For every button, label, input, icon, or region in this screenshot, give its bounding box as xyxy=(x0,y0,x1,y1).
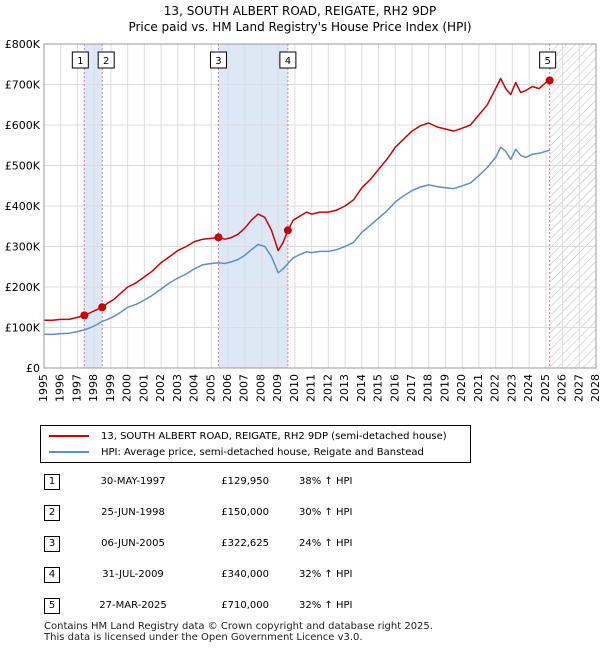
x-tick-label: 1995 xyxy=(37,374,50,402)
sale-point xyxy=(98,303,107,312)
x-tick-label: 2016 xyxy=(388,374,401,402)
transaction-number: 5 xyxy=(44,598,60,614)
transaction-date: 27-MAR-2025 xyxy=(99,600,167,611)
legend-label-hpi: HPI: Average price, semi-detached house,… xyxy=(101,446,424,458)
x-tick-label: 1997 xyxy=(70,374,83,402)
table-row: 2 25-JUN-1998 £150,000 30% ↑ HPI xyxy=(44,505,404,523)
x-tick-label: 2019 xyxy=(438,374,451,402)
transaction-date: 25-JUN-1998 xyxy=(101,507,165,518)
transaction-hpi-change: 30% ↑ HPI xyxy=(299,507,353,518)
x-tick-label: 2000 xyxy=(121,374,134,402)
transaction-number: 4 xyxy=(44,567,60,583)
x-tick-label: 2005 xyxy=(204,374,217,402)
footer-license: This data is licensed under the Open Gov… xyxy=(44,632,363,643)
x-tick-label: 2021 xyxy=(472,374,485,402)
table-row: 3 06-JUN-2005 £322,625 24% ↑ HPI xyxy=(44,536,404,554)
sale-point xyxy=(214,233,223,242)
sale-point xyxy=(283,226,292,235)
x-tick-label: 2003 xyxy=(171,374,184,402)
x-tick-label: 1999 xyxy=(104,374,117,402)
x-tick-label: 2009 xyxy=(271,374,284,402)
transaction-date: 31-JUL-2009 xyxy=(102,569,164,580)
x-tick-label: 2025 xyxy=(539,374,552,402)
transaction-date: 06-JUN-2005 xyxy=(101,538,165,549)
y-tick-label: £0 xyxy=(26,362,40,375)
y-tick-label: £200K xyxy=(5,281,41,294)
x-tick-label: 2015 xyxy=(372,374,385,402)
x-tick-label: 1996 xyxy=(54,374,67,402)
transaction-label: 4 xyxy=(285,56,291,67)
transaction-price: £340,000 xyxy=(221,569,269,580)
legend-item-hpi: HPI: Average price, semi-detached house,… xyxy=(49,445,424,459)
transaction-label: 5 xyxy=(544,56,550,67)
x-tick-label: 2018 xyxy=(422,374,435,402)
table-row: 1 30-MAY-1997 £129,950 38% ↑ HPI xyxy=(44,474,404,492)
x-tick-label: 2024 xyxy=(522,374,535,402)
y-tick-label: £700K xyxy=(5,79,41,92)
chart-title: 13, SOUTH ALBERT ROAD, REIGATE, RH2 9DP xyxy=(163,4,437,18)
x-tick-label: 2001 xyxy=(137,374,150,402)
footer-copyright: Contains HM Land Registry data © Crown c… xyxy=(44,621,433,632)
transaction-date: 30-MAY-1997 xyxy=(100,476,166,487)
x-tick-label: 2006 xyxy=(221,374,234,402)
hpi-line xyxy=(44,146,551,336)
x-tick-label: 2014 xyxy=(355,374,368,402)
transaction-hpi-change: 38% ↑ HPI xyxy=(299,476,353,487)
transaction-price: £322,625 xyxy=(221,538,269,549)
legend-swatch-property xyxy=(49,435,89,437)
transaction-number: 2 xyxy=(44,505,60,521)
y-tick-label: £800K xyxy=(5,38,41,51)
x-tick-label: 2026 xyxy=(556,374,569,402)
x-tick-label: 2027 xyxy=(572,374,585,402)
y-tick-label: £400K xyxy=(5,200,41,213)
transaction-hpi-change: 24% ↑ HPI xyxy=(299,538,353,549)
x-tick-label: 2013 xyxy=(338,374,351,402)
x-tick-label: 2023 xyxy=(505,374,518,402)
footer-attribution: Contains HM Land Registry data © Crown c… xyxy=(44,621,433,643)
transaction-label-box xyxy=(97,51,115,69)
y-tick-label: £100K xyxy=(5,322,41,335)
transaction-label-box xyxy=(209,51,227,69)
x-tick-label: 2028 xyxy=(589,374,600,402)
legend-label-property: 13, SOUTH ALBERT ROAD, REIGATE, RH2 9DP … xyxy=(101,430,447,442)
y-tick-label: £300K xyxy=(5,241,41,254)
plot-frame xyxy=(43,43,597,369)
x-tick-label: 2011 xyxy=(305,374,318,402)
price-chart: 1 2 3 4 5 £0 £100K £200K £300K £400K £500K £600K £70… xyxy=(5,38,600,402)
x-tick-label: 2022 xyxy=(489,374,502,402)
chart-legend: 13, SOUTH ALBERT ROAD, REIGATE, RH2 9DP … xyxy=(40,425,471,463)
table-row: 4 31-JUL-2009 £340,000 32% ↑ HPI xyxy=(44,567,404,585)
transaction-label-box xyxy=(279,51,297,69)
transaction-hpi-change: 32% ↑ HPI xyxy=(299,569,353,580)
x-tick-label: 2017 xyxy=(405,374,418,402)
y-tick-label: £500K xyxy=(5,160,41,173)
x-tick-label: 2007 xyxy=(238,374,251,402)
x-tick-label: 1998 xyxy=(87,374,100,402)
x-tick-label: 2012 xyxy=(321,374,334,402)
transaction-number: 3 xyxy=(44,536,60,552)
x-tick-label: 2008 xyxy=(254,374,267,402)
transaction-price: £129,950 xyxy=(221,476,269,487)
x-tick-label: 2020 xyxy=(455,374,468,402)
property-price-line xyxy=(44,77,551,321)
transaction-label: 2 xyxy=(103,56,109,67)
x-tick-label: 2002 xyxy=(154,374,167,402)
transaction-hpi-change: 32% ↑ HPI xyxy=(299,600,353,611)
x-tick-label: 2010 xyxy=(288,374,301,402)
legend-swatch-hpi xyxy=(49,451,89,453)
y-tick-label: £600K xyxy=(5,119,41,132)
transaction-label: 3 xyxy=(215,56,221,67)
table-row: 5 27-MAR-2025 £710,000 32% ↑ HPI xyxy=(44,598,404,616)
transaction-label-box xyxy=(539,51,557,69)
transaction-label-box xyxy=(71,51,89,69)
chart-subtitle: Price paid vs. HM Land Registry's House … xyxy=(128,20,472,34)
sale-point xyxy=(545,76,554,85)
transaction-price: £150,000 xyxy=(221,507,269,518)
sale-point xyxy=(80,311,89,320)
transaction-price: £710,000 xyxy=(221,600,269,611)
transaction-number: 1 xyxy=(44,474,60,490)
transaction-label: 1 xyxy=(77,56,83,67)
x-tick-label: 2004 xyxy=(188,374,201,402)
legend-item-property: 13, SOUTH ALBERT ROAD, REIGATE, RH2 9DP … xyxy=(49,429,447,443)
